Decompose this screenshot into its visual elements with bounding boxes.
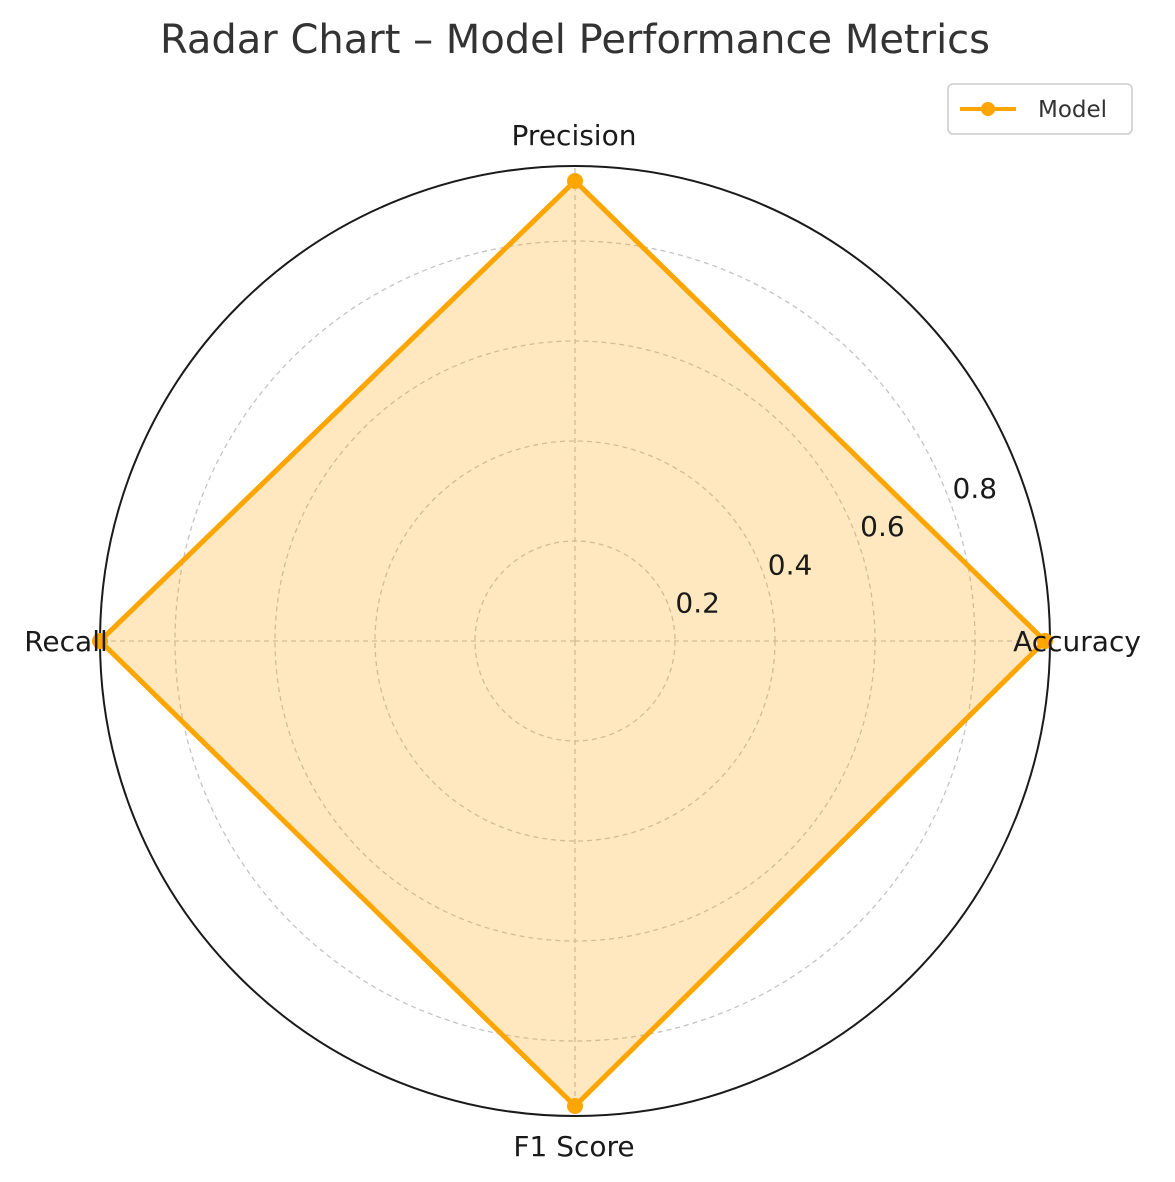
- data-point-recall: [92, 633, 108, 649]
- series-layer: [92, 173, 1053, 1114]
- axis-label-precision: Precision: [512, 119, 637, 152]
- legend: Model: [947, 83, 1133, 135]
- axis-labels: Accuracy Precision Recall F1 Score: [24, 119, 1141, 1163]
- data-point-f1-score: [567, 1098, 583, 1114]
- data-point-accuracy: [1037, 633, 1053, 649]
- series-area-0: [100, 181, 1045, 1106]
- legend-point-marker: [981, 102, 995, 116]
- chart-title: Radar Chart – Model Performance Metrics: [160, 17, 990, 63]
- legend-entry-model: Model: [1038, 97, 1107, 123]
- data-point-precision: [567, 173, 583, 189]
- radial-tick-labels: 0.2 0.4 0.6 0.8: [675, 472, 997, 620]
- legend-box: [947, 83, 1133, 135]
- tick-label-3: 0.8: [953, 472, 998, 505]
- tick-label-1: 0.4: [768, 548, 813, 581]
- axis-label-accuracy: Accuracy: [1013, 625, 1141, 658]
- axis-label-recall: Recall: [24, 625, 108, 658]
- axis-label-f1-score: F1 Score: [513, 1130, 634, 1163]
- tick-label-0: 0.2: [675, 587, 720, 620]
- tick-label-2: 0.6: [860, 510, 905, 543]
